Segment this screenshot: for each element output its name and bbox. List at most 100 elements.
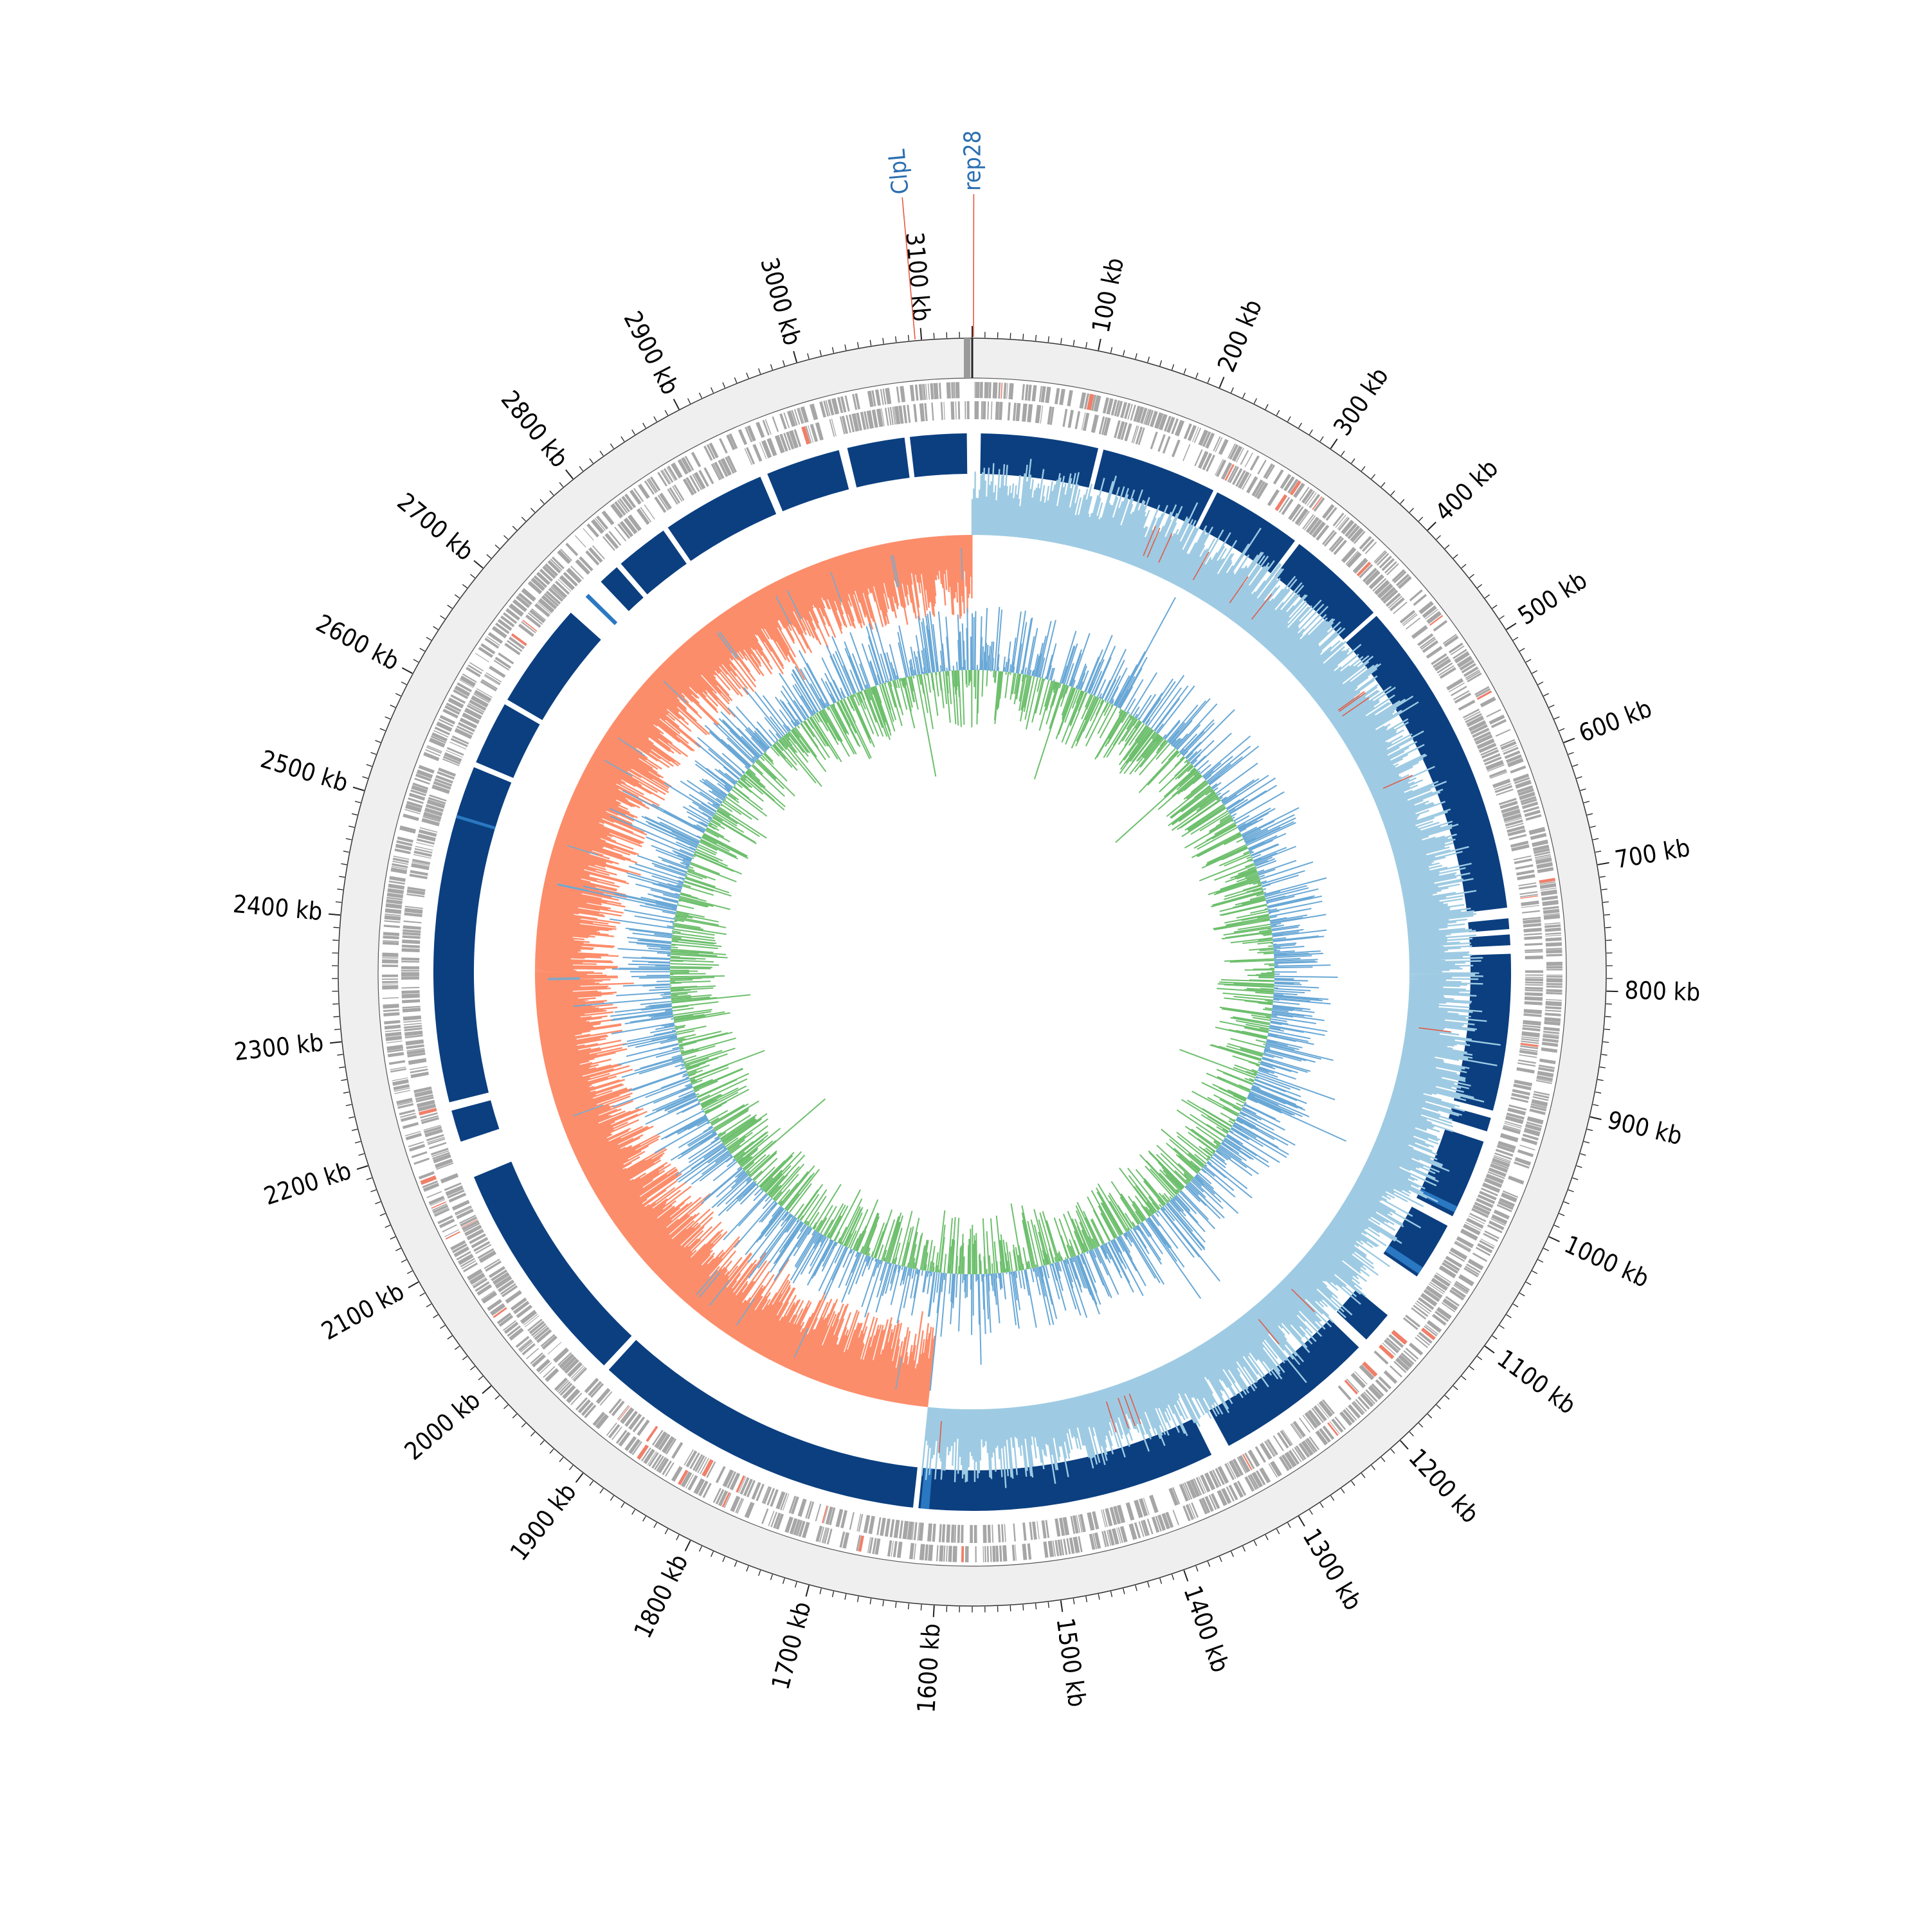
tick-mark [433,626,439,629]
gene-block [896,386,900,402]
gene-block [1267,489,1280,506]
gene-block [1001,1524,1004,1542]
gene-block [936,1545,939,1561]
gene-block [384,925,400,928]
tick-mark [1568,752,1573,754]
gene-block [958,401,961,419]
gene-block [1525,979,1543,982]
gene-block [385,1029,401,1032]
gene-block [998,1524,1001,1542]
tick-mark [621,437,624,442]
tick-mark [1320,1503,1323,1508]
tick-mark [390,1237,395,1240]
gene-block [1545,935,1561,937]
gene-block [1544,928,1561,932]
tick-mark [426,637,431,640]
tick-mark [1513,637,1518,640]
tick-mark [462,584,467,588]
gene-block [401,961,419,962]
tick-mark [1544,1249,1549,1251]
tick-mark [333,1016,339,1017]
tick-mark [503,1405,508,1409]
gene-block [1545,937,1561,942]
gene-block [899,1521,903,1539]
tick-mark [375,1202,380,1204]
tick-mark [870,340,871,346]
gene-block [752,444,762,462]
gene-block [1516,1067,1534,1074]
tick-mark [1549,1237,1559,1242]
gene-block [1545,1009,1561,1012]
tick-mark [665,1529,667,1534]
tick-mark [1598,863,1609,865]
gene-block [1525,987,1543,989]
gene-block [1003,383,1006,399]
gene-block [565,543,578,556]
gene-block [413,1158,430,1165]
gene-block [1546,989,1562,992]
tick-mark [1061,338,1062,344]
tick-mark [1462,564,1466,568]
tick-mark [1584,801,1589,802]
gene-block [984,1546,986,1562]
gene-block [382,975,398,977]
gene-block [946,1546,948,1562]
tick-mark [1604,914,1610,915]
tick-mark [1023,334,1024,339]
tick-mark [352,813,358,815]
tick-mark [550,491,554,495]
tick-mark [1564,1202,1569,1204]
tick-mark [1196,373,1198,378]
gene-block [942,1524,946,1542]
gene-block [1525,975,1543,976]
tick-mark [685,1540,691,1551]
gene-block [575,535,586,547]
gc-skew-negative [535,535,972,1407]
gene-block [403,921,421,924]
gene-block [999,402,1002,420]
tick-mark [343,1092,349,1093]
gene-block [903,405,907,423]
tick-mark [1310,1510,1313,1515]
tick-mark [1580,789,1586,791]
tick-mark [370,752,376,754]
tick-label: 1300 kb [1297,1524,1367,1615]
tick-mark [654,417,657,422]
gene-block [924,403,927,421]
gene-block [990,1546,992,1562]
tick-mark [1544,694,1549,696]
tick-mark [329,914,340,916]
gene-block [1546,986,1562,988]
gene-block [383,1012,399,1016]
tick-mark [521,1423,525,1427]
tick-label: 1900 kb [505,1478,582,1566]
gene-block [716,1466,726,1483]
feature-label-rep28: rep28 [959,131,986,191]
gene-block [383,1004,399,1009]
tick-label: 2000 kb [399,1386,485,1465]
gene-block [1546,978,1562,982]
gene-block [401,972,419,977]
tick-mark [474,561,483,568]
tick-mark [1220,1557,1222,1562]
tick-mark [1600,1067,1606,1068]
tick-mark [1427,522,1436,530]
tick-label: 900 kb [1605,1106,1685,1151]
feature-leader-tip [902,197,904,220]
gene-block [992,1524,993,1542]
tick-mark [413,660,419,662]
gene-block [953,382,955,398]
tick-mark [455,1346,459,1350]
gene-block [1525,943,1543,946]
island-segment [910,433,967,477]
gene-block [401,970,419,972]
island-highlight [586,594,618,626]
tick-mark [540,1441,544,1445]
gene-block [1519,1144,1535,1150]
gene-block [995,1546,999,1562]
gene-block [815,1504,822,1521]
tick-mark [566,470,573,479]
island-segment [451,1100,499,1141]
gene-block [399,826,416,834]
gene-block [1541,896,1557,901]
